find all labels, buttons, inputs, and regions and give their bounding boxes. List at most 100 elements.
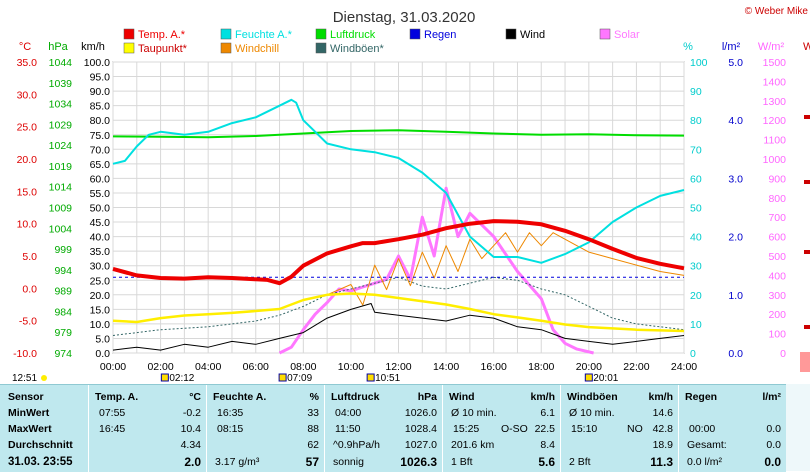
x-axis-labels: 00:00 02:00 04:00 06:00 08:00 10:00 12:00 14:00… xyxy=(100,361,697,373)
x-tick-label: 00:00 xyxy=(100,361,126,373)
wind-tick-label: 15.0 xyxy=(90,304,111,316)
pressure-tick-label: 979 xyxy=(54,327,72,339)
wind-tick-label: 30.0 xyxy=(90,261,111,273)
right-sliver-marks xyxy=(800,115,810,372)
gusts-max-time: 15:10 xyxy=(571,423,598,435)
temp-tick-label: 0.0 xyxy=(22,283,37,295)
pressure-current-value: 1026.3 xyxy=(400,455,437,469)
pressure-tick-label: 1039 xyxy=(49,78,73,90)
x-tick-label: 12:00 xyxy=(385,361,411,373)
series-line-luftdruck xyxy=(112,129,685,139)
humidity-min-time: 16:35 xyxy=(217,407,244,419)
solar-tick-label: 1100 xyxy=(763,135,786,147)
wind-tick-label: 0.0 xyxy=(95,348,110,360)
temp-max-time: 16:45 xyxy=(99,423,126,435)
gusts-current-value: 11.3 xyxy=(650,455,673,469)
wind-avg10-label: Ø 10 min. xyxy=(451,407,497,419)
event-marker-label: 02:12 xyxy=(169,373,194,384)
wind-avg-value: 8.4 xyxy=(540,439,555,451)
pressure-tick-label: 1014 xyxy=(49,182,73,194)
series-line-taupunkt- xyxy=(112,292,685,333)
absolute-humidity: 3.17 g/m³ xyxy=(215,456,260,468)
temp-tick-label: 30.0 xyxy=(17,89,38,101)
temp-header: Temp. A. xyxy=(95,391,139,403)
solar-tick-label: 900 xyxy=(768,173,786,185)
rain-max-value: 0.0 xyxy=(766,423,781,435)
gusts-max-direction: NO xyxy=(627,423,643,435)
legend-label: Windböen* xyxy=(330,43,385,55)
chart-title: Dienstag, 31.03.2020 xyxy=(333,9,476,26)
humidity-tick-label: 80 xyxy=(690,115,702,127)
weather-forecast: sonnig xyxy=(333,456,364,468)
current-datetime: 31.03. 23:55 xyxy=(8,456,73,468)
temp-avg-value: 4.34 xyxy=(180,439,201,451)
pressure-tick-label: 1009 xyxy=(49,203,73,215)
legend-swatch xyxy=(123,28,135,40)
solar-tick-label: 1500 xyxy=(763,57,787,69)
solar-tick-label: 500 xyxy=(768,251,786,263)
temp-tick-label: 5.0 xyxy=(22,251,37,263)
wind-distance: 201.6 km xyxy=(451,439,495,451)
wind-tick-label: 50.0 xyxy=(90,203,111,215)
gusts-column: Windböen km/h Ø 10 min. 14.6 15:10 NO 42… xyxy=(560,385,679,472)
legend-swatch xyxy=(505,28,517,40)
x-tick-label: 04:00 xyxy=(195,361,221,373)
pressure-axis-unit: hPa xyxy=(48,41,68,53)
wind-tick-label: 70.0 xyxy=(90,144,111,156)
solar-tick-label: 1400 xyxy=(763,76,787,88)
wind-tick-label: 95.0 xyxy=(90,72,111,84)
temp-tick-label: 10.0 xyxy=(17,219,38,231)
sensor-header: Sensor xyxy=(8,391,44,403)
event-marker-label: 07:09 xyxy=(287,373,312,384)
pressure-tick-label: 1029 xyxy=(49,119,73,131)
pressure-tick-label: 974 xyxy=(54,348,72,360)
x-tick-label: 20:00 xyxy=(576,361,602,373)
pressure-tick-label: 999 xyxy=(54,244,72,256)
wind-tick-label: 80.0 xyxy=(90,115,111,127)
humidity-tick-label: 60 xyxy=(690,173,702,185)
wind-unit: km/h xyxy=(530,391,555,403)
wind-tick-label: 85.0 xyxy=(90,101,111,113)
pressure-tick-label: 994 xyxy=(54,265,72,277)
humidity-unit: % xyxy=(309,391,319,403)
temp-tick-label: -10.0 xyxy=(13,348,37,360)
legend-label: Feuchte A.* xyxy=(235,29,293,41)
wind-tick-label: 40.0 xyxy=(90,232,111,244)
sensor-column: Sensor MinWert MaxWert Durchschnitt 31.0… xyxy=(0,385,88,472)
event-markers: 02:12 07:09 10:51 20:01 xyxy=(160,373,619,384)
humidity-avg-value: 62 xyxy=(307,439,319,451)
chart-legend: Temp. A.* Feuchte A.* Luftdruck Regen Wind So… xyxy=(123,28,640,55)
statistics-table: Sensor MinWert MaxWert Durchschnitt 31.0… xyxy=(0,384,786,472)
humidity-tick-label: 10 xyxy=(690,319,702,331)
rain-tick-label: 4.0 xyxy=(728,115,743,127)
solar-tick-label: 1300 xyxy=(763,96,787,108)
event-time-left: 12:51 xyxy=(12,373,37,384)
legend-swatch xyxy=(315,28,327,40)
temp-tick-label: 35.0 xyxy=(17,57,38,69)
wind-tick-label: 90.0 xyxy=(90,86,111,98)
event-marker-icon xyxy=(160,373,169,382)
temp-tick-label: 25.0 xyxy=(17,122,38,134)
humidity-axis-unit: % xyxy=(683,41,693,53)
series-line-feuchte-a- xyxy=(112,98,685,264)
wind-tick-label: 45.0 xyxy=(90,217,111,229)
wind-tick-label: 5.0 xyxy=(95,333,110,345)
event-marker-label: 10:51 xyxy=(375,373,400,384)
gusts-max-value: 42.8 xyxy=(652,423,673,435)
axis-ticks: 35.0 30.0 25.0 20.0 15.0 10.0 5.0 0.0 -5.0 -10.0 1… xyxy=(13,57,786,360)
rain-tick-label: 0.0 xyxy=(728,348,743,360)
event-marker-icon xyxy=(278,373,287,382)
solar-tick-label: 400 xyxy=(768,270,786,282)
rain-tick-label: 5.0 xyxy=(728,57,743,69)
solar-tick-label: 0 xyxy=(780,348,786,360)
humidity-current-value: 57 xyxy=(305,455,319,469)
temp-tick-label: -5.0 xyxy=(19,316,37,328)
rain-column: Regen l/m² 00:00 0.0 Gesamt: 0.0 0.0 l/m… xyxy=(678,385,787,472)
pressure-column: Luftdruck hPa 04:00 1026.0 11:50 1028.4 … xyxy=(324,385,443,472)
rain-axis-unit: l/m² xyxy=(722,41,741,53)
durchschnitt-label: Durchschnitt xyxy=(8,439,73,451)
rain-tick-label: 3.0 xyxy=(728,173,743,185)
legend-label: Windchill xyxy=(235,43,279,55)
pressure-tick-label: 1019 xyxy=(49,161,73,173)
legend-swatch xyxy=(220,42,232,54)
